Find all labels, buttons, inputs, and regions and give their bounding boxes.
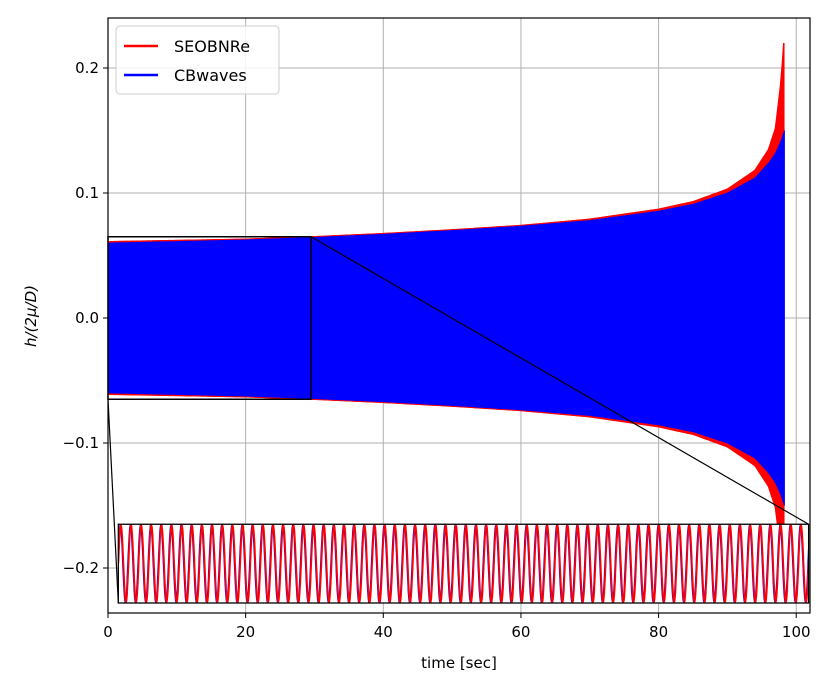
axes-frame	[107, 17, 811, 614]
y-tick-label: −0.1	[63, 434, 99, 452]
plot-area	[108, 42, 785, 594]
ticks: 0 20 40 60 80 100 −0.2 −0.1 0.0 0.1 0.2	[63, 59, 811, 641]
series-cbwaves	[108, 130, 785, 506]
y-axis-label: h/(2μ/D)	[22, 285, 40, 347]
y-tick-label: 0.1	[75, 184, 99, 202]
legend-label-cbwaves: CBwaves	[174, 66, 247, 85]
x-axis-label: time [sec]	[421, 654, 497, 672]
x-tick-label: 100	[782, 623, 811, 641]
inset-frame	[117, 523, 810, 604]
y-tick-label: 0.0	[75, 309, 99, 327]
x-tick-label: 20	[236, 623, 255, 641]
y-tick-label: −0.2	[63, 559, 99, 577]
zoom-connector	[107, 399, 119, 604]
x-tick-label: 40	[374, 623, 393, 641]
x-tick-label: 0	[103, 623, 113, 641]
x-tick-label: 60	[511, 623, 530, 641]
x-tick-label: 80	[649, 623, 668, 641]
inset-series-seobnre	[118, 524, 809, 603]
legend-box	[115, 25, 280, 95]
y-tick-label: 0.2	[75, 59, 99, 77]
zoom-connector	[310, 236, 809, 525]
legend: SEOBNRe CBwaves	[115, 25, 280, 95]
legend-label-seobnre: SEOBNRe	[174, 37, 250, 56]
inset-plot	[118, 524, 809, 603]
